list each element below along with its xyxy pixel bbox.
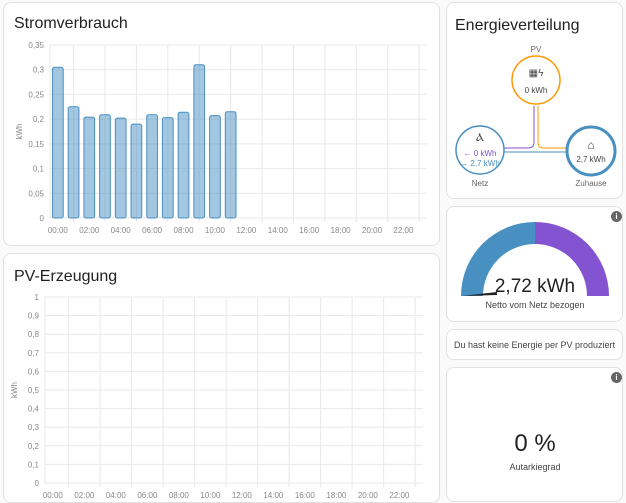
y-tick-label: 0,4 [28,405,40,414]
distribution-title: Energieverteilung [455,17,580,34]
bar-08:00 [177,111,190,219]
solar-panel-icon: ▦ϟ [528,68,544,79]
bar-10:00 [209,115,221,219]
x-tick-label: 16:00 [299,226,320,235]
x-tick-label: 16:00 [295,491,316,500]
y-tick-label: 0,2 [33,115,45,124]
production-title: PV-Erzeugung [14,268,118,285]
x-tick-label: 00:00 [43,491,64,500]
grid-in-value: ← 0 kWh [463,149,497,158]
x-tick-label: 02:00 [74,491,95,500]
y-tick-label: 0 [35,479,40,488]
bar-05:00 [130,123,143,219]
autarky-card [446,367,623,502]
bar-00:00 [52,66,64,219]
gauge-return-segment [535,222,609,296]
solar-notice-card: Du hast keine Energie per PV produziert [446,329,623,360]
x-tick-label: 00:00 [48,226,69,235]
flow-pv-home [537,106,568,149]
x-tick-label: 22:00 [389,491,410,500]
x-tick-label: 04:00 [111,226,132,235]
y-tick-label: 0,1 [33,165,45,174]
y-tick-label: 0,8 [28,330,40,339]
x-tick-label: 12:00 [236,226,257,235]
grid-label: Netz [471,179,489,188]
info-icon[interactable]: i [611,211,622,222]
y-tick-label: 0,9 [28,312,40,321]
y-tick-label: 0,5 [28,386,40,395]
transmission-tower-icon: Ⲁ [476,132,484,144]
y-tick-label: 0,05 [28,189,44,198]
x-tick-label: 14:00 [268,226,289,235]
consumption-title: Stromverbrauch [14,15,128,32]
gauge-grid-segment [461,222,535,296]
y-tick-label: 1 [35,293,40,302]
info-icon[interactable]: i [611,372,622,383]
x-tick-label: 18:00 [326,491,347,500]
x-tick-label: 14:00 [263,491,284,500]
x-tick-label: 08:00 [169,491,190,500]
y-tick-label: 0,3 [28,423,40,432]
pv-label: PV [530,45,542,54]
y-tick-label: 0,35 [28,41,44,50]
x-tick-label: 06:00 [137,491,158,500]
y-tick-label: 0,7 [28,349,40,358]
grid-gauge-value: 2,72 kWh [494,276,576,297]
home-value: 2,7 kWh [576,155,606,164]
production-card: PV-Erzeugung [3,253,440,503]
x-tick-label: 12:00 [232,491,253,500]
y-axis-label: kWh [15,124,24,140]
x-tick-label: 20:00 [362,226,383,235]
y-axis-label: kWh [10,382,19,398]
bar-09:00 [193,64,206,219]
pv-circle[interactable] [511,55,561,105]
x-tick-label: 20:00 [358,491,379,500]
bar-07:00 [161,117,174,219]
y-tick-label: 0,6 [28,367,40,376]
x-tick-label: 18:00 [331,226,352,235]
y-tick-label: 0 [40,214,45,223]
home-icon: ⌂ [587,138,595,152]
grid-out-value: → 2,7 kWh [460,159,500,168]
x-tick-label: 10:00 [205,226,226,235]
y-tick-label: 0,2 [28,442,40,451]
bar-06:00 [146,114,158,219]
x-tick-label: 06:00 [142,226,163,235]
gauge-needle [462,292,497,296]
bar-02:00 [83,116,96,219]
home-label: Zuhause [575,179,607,188]
bar-04:00 [114,117,127,219]
x-tick-label: 02:00 [79,226,100,235]
x-tick-label: 04:00 [106,491,127,500]
flow-pv-grid [503,106,535,149]
x-tick-label: 08:00 [174,226,195,235]
pv-value: 0 kWh [524,86,548,95]
y-tick-label: 0,15 [28,140,44,149]
x-tick-label: 10:00 [200,491,221,500]
y-tick-label: 0,1 [28,460,40,469]
bar-01:00 [67,106,80,219]
autarky-value: 0 % [514,430,556,457]
grid-circle[interactable] [455,125,505,175]
autarky-label: Autarkiegrad [509,462,561,472]
solar-notice: Du hast keine Energie per PV produziert [453,340,616,350]
bar-11:00 [224,111,237,219]
y-tick-label: 0,3 [33,66,45,75]
bar-03:00 [99,114,111,219]
x-tick-label: 22:00 [393,226,414,235]
grid-gauge-label: Netto vom Netz bezogen [485,300,585,310]
home-circle[interactable] [565,125,617,177]
y-tick-label: 0,25 [28,90,44,99]
